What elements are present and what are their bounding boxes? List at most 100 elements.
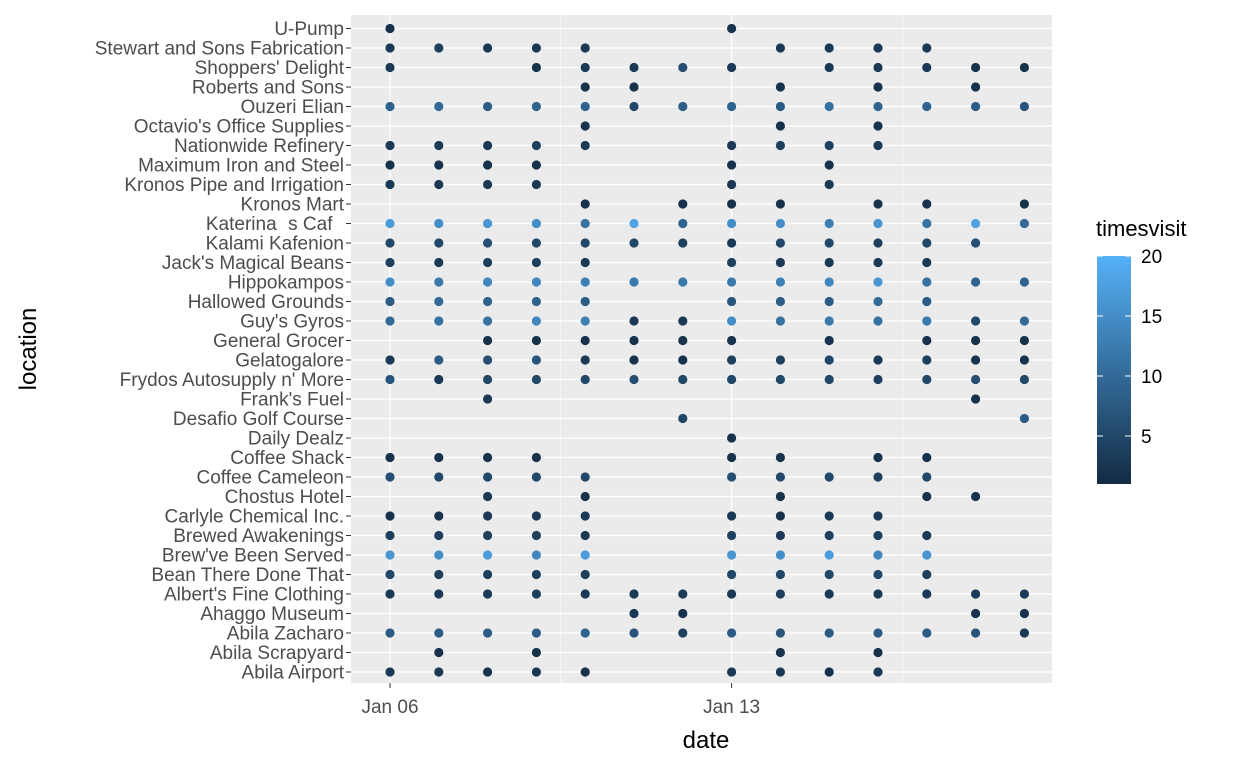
y-tick-label: Shoppers' Delight (195, 58, 345, 79)
data-point (434, 218, 444, 229)
data-point (873, 472, 883, 482)
data-point (434, 374, 444, 385)
data-point (971, 277, 981, 287)
data-point (434, 277, 444, 287)
data-point (434, 452, 444, 463)
data-point (678, 277, 688, 287)
data-point (922, 530, 932, 541)
data-point (775, 530, 786, 541)
data-point (531, 218, 542, 229)
data-point (922, 335, 932, 346)
data-point (629, 238, 639, 248)
data-point (531, 589, 542, 599)
data-point (727, 452, 737, 463)
data-point (775, 218, 786, 229)
data-point (922, 550, 932, 560)
data-point (629, 218, 639, 229)
data-point (727, 238, 737, 248)
data-point (873, 628, 883, 638)
data-point (580, 491, 590, 502)
data-point (824, 628, 834, 638)
data-point (531, 667, 542, 677)
data-point (483, 550, 493, 560)
data-point (629, 589, 639, 599)
data-point (678, 218, 688, 229)
data-point (971, 394, 981, 404)
data-point (775, 316, 786, 326)
data-point (922, 355, 932, 365)
data-point (775, 355, 786, 365)
data-points (385, 23, 1029, 677)
y-tick-label: Ouzeri Elian (241, 97, 345, 118)
data-point (1019, 413, 1029, 424)
data-point (727, 550, 737, 560)
data-point (385, 218, 395, 229)
data-point (580, 218, 590, 229)
data-point (580, 569, 590, 580)
data-point (678, 101, 688, 112)
data-point (1019, 335, 1029, 346)
data-point (580, 511, 590, 521)
data-point (824, 179, 834, 190)
data-point (775, 472, 786, 482)
data-point (727, 511, 737, 521)
data-point (385, 628, 395, 638)
data-point (385, 667, 395, 677)
data-point (434, 530, 444, 541)
data-point (531, 335, 542, 346)
y-tick-label: Kalami Kafenion (206, 234, 344, 255)
data-point (873, 355, 883, 365)
data-point (873, 62, 883, 73)
data-point (824, 257, 834, 268)
data-point (775, 121, 786, 131)
legend-ticks: 5 10 15 20 (1097, 247, 1162, 448)
data-point (580, 316, 590, 326)
data-point (824, 569, 834, 580)
data-point (824, 355, 834, 365)
data-point (483, 667, 493, 677)
data-point (531, 277, 542, 287)
data-point (775, 569, 786, 580)
data-point (1019, 355, 1029, 365)
data-point (922, 277, 932, 287)
data-point (971, 374, 981, 385)
data-point (580, 62, 590, 73)
data-point (580, 277, 590, 287)
data-point (971, 238, 981, 248)
data-point (775, 277, 786, 287)
data-point (580, 335, 590, 346)
data-point (775, 647, 786, 658)
data-point (531, 374, 542, 385)
data-point (434, 550, 444, 560)
data-point (775, 238, 786, 248)
data-point (971, 335, 981, 346)
data-point (580, 43, 590, 53)
data-point (727, 218, 737, 229)
data-point (629, 277, 639, 287)
plot-panel (351, 15, 1052, 683)
data-point (824, 589, 834, 599)
data-point (824, 277, 834, 287)
data-point (483, 277, 493, 287)
y-tick-label: Abila Scrapyard (210, 643, 344, 664)
y-tick-label: Brewed Awakenings (173, 526, 344, 547)
data-point (775, 296, 786, 307)
data-point (922, 569, 932, 580)
data-point (922, 296, 932, 307)
data-point (775, 374, 786, 385)
data-point (1019, 199, 1029, 209)
data-point (824, 511, 834, 521)
data-point (483, 140, 493, 151)
data-point (873, 238, 883, 248)
data-point (531, 569, 542, 580)
data-point (873, 550, 883, 560)
y-tick-label: Nationwide Refinery (174, 136, 345, 157)
data-point (727, 296, 737, 307)
data-point (434, 511, 444, 521)
data-point (873, 218, 883, 229)
data-point (483, 452, 493, 463)
data-point (580, 530, 590, 541)
data-point (922, 199, 932, 209)
